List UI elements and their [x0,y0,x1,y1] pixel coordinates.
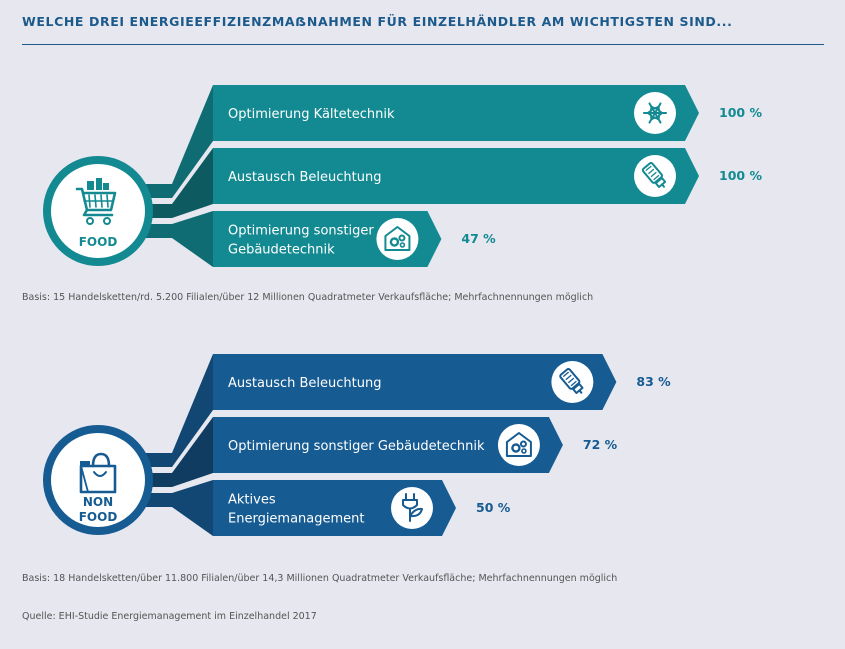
chart-title: WELCHE DREI ENERGIEEFFIZIENZMAẞNAHMEN FÜ… [22,14,733,29]
value-label: 72 % [583,437,618,452]
bar-label: Aktives Energiemanagement [228,493,365,527]
bar-label: Optimierung Kältetechnik [228,107,395,122]
building-gears-icon [505,432,532,457]
bar [213,148,699,204]
icon-badge [551,361,594,403]
food-basis-note: Basis: 15 Handelsketten/rd. 5.200 Filial… [22,292,594,303]
bar-group: Austausch Beleuchtung 83 % [213,354,671,410]
bar-group: Optimierung sonstiger Gebäudetechnik 72 % [213,417,618,473]
value-label: 100 % [719,168,762,183]
shopping-cart-icon [75,178,117,225]
bar-group: Aktives Energiemanagement 50 % [213,480,511,536]
bar-group: Austausch Beleuchtung 100 % [213,148,762,204]
food-chart: Optimierung Kältetechnik 100 %Austausch B… [43,85,762,267]
value-label: 50 % [476,500,511,515]
bar-label: Austausch Beleuchtung [228,170,381,185]
nonfood-chart: Austausch Beleuchtung 83 % Optimierung son… [43,354,671,536]
bar [213,480,456,536]
value-label: 83 % [636,374,671,389]
bar-label: Optimierung sonstiger Gebäudetechnik [228,224,374,258]
connector-band [125,417,213,487]
connector-band [125,148,213,218]
bar-group: Optimierung Kältetechnik 100 % [213,85,762,141]
bar-group: Optimierung sonstiger Gebäudetechnik 47 % [213,211,496,267]
category-label: FOOD [79,235,118,249]
bar [213,85,699,141]
icon-badge [634,155,676,197]
connector-band [125,354,213,467]
source-note: Quelle: EHI-Studie Energiemanagement im … [22,611,317,622]
bar [213,354,617,410]
value-label: 47 % [461,231,496,246]
category-badge: FOOD [43,156,153,266]
connector-band [125,85,213,198]
plug-leaf-icon [402,493,423,522]
title-divider [22,44,824,45]
led-bulb-icon [641,162,667,188]
nonfood-basis-note: Basis: 18 Handelsketten/über 11.800 Fili… [22,573,618,584]
snowflake-icon [643,102,667,124]
bar-label: Optimierung sonstiger Gebäudetechnik [228,439,485,454]
led-bulb-icon [559,368,584,394]
shopping-bag-icon [79,452,117,494]
bar [213,417,563,473]
category-badge: NON FOOD [43,425,153,535]
building-gears-icon [384,226,411,251]
category-label: NON FOOD [79,495,118,524]
bar-label: Austausch Beleuchtung [228,376,381,391]
value-label: 100 % [719,105,762,120]
